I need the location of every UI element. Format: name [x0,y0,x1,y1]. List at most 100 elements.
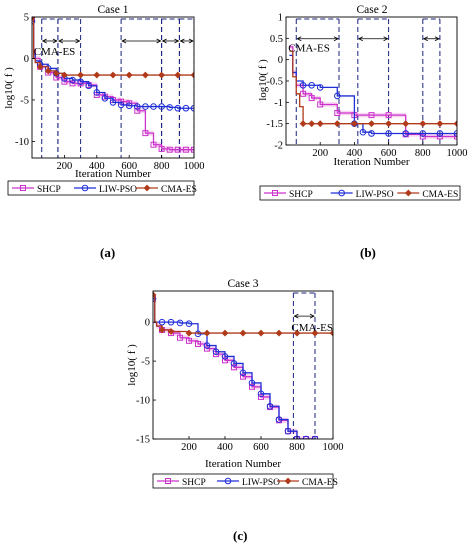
data-point [166,104,173,111]
data-point [167,328,175,335]
data-point [190,71,194,79]
series-line-liw-pso [289,54,457,135]
data-point [257,390,265,398]
data-point [453,130,457,137]
data-point [61,78,68,85]
legend-label: LIW-PSO [242,478,280,488]
data-point [182,146,189,153]
legend-marker [165,478,171,484]
data-point [368,130,375,137]
legend-marker [272,190,278,196]
arrow-head-left [58,38,64,44]
y-tick-label: -2 [274,141,283,152]
data-point [203,342,211,349]
data-point [167,318,175,326]
x-tick-label: 600 [381,148,397,159]
data-point [142,130,149,137]
legend-marker [81,184,89,192]
x-tick-label: 1000 [323,442,344,453]
y-tick-label: 0 [278,55,283,66]
data-point [134,103,141,110]
data-point [109,99,117,106]
y-tick-label: -0.5 [266,77,283,88]
data-point [299,120,307,128]
data-point [93,71,101,79]
data-point [453,120,457,128]
plot-frame [152,290,334,440]
chart-title: Case 1 [98,4,129,16]
data-point [239,329,247,337]
arrow-head-right [52,38,58,44]
legend-label: SHCP [182,478,206,488]
data-point [158,103,165,110]
chart-title: Case 2 [357,4,388,16]
legend-box [7,180,195,196]
arrow-head-right [174,38,180,44]
data-point [300,90,307,97]
data-point [158,326,166,334]
x-tick-label: 200 [312,148,328,159]
data-point [158,71,166,79]
x-tick-label: 400 [89,161,105,172]
data-point [158,318,166,326]
data-point [248,379,256,387]
arrow-head-left [296,36,302,42]
annotation-label: CMA-ES [288,43,330,55]
legend-label: SHCP [37,185,61,195]
data-point [222,357,228,364]
data-point [77,78,84,85]
series-line-liw-pso [32,20,194,109]
plot-frame [31,16,195,159]
x-tick-label: 600 [121,161,137,172]
data-point [299,81,307,89]
y-tick-label: -10 [136,396,150,407]
x-tick-label: 800 [289,442,305,453]
chart-panel-2: 200 400 600 800 1000 1 0.5 0 -0.5 -1 -1.5 -2 CMA-ES C… [257,4,468,260]
data-point [311,435,319,439]
plot-area [289,18,457,145]
data-point [125,71,133,79]
arrow-head-right [383,36,389,42]
x-tick-label: 800 [154,161,170,172]
data-point [158,145,165,152]
legend-box [152,473,334,489]
legend-label: LIW-PSO [356,190,394,200]
chart-panel-1: 200 400 600 800 1000 5 0 -5 -10 CMA-ES Case 1 Itera… [3,4,205,260]
data-point [249,383,255,390]
data-point [402,130,410,137]
data-point [308,95,315,102]
y-tick-label: -15 [136,435,150,446]
data-point [275,329,283,337]
y-tick-label: 5 [24,13,29,24]
data-point [203,329,211,337]
data-point [275,416,283,423]
data-point [44,67,52,75]
data-point [266,402,274,410]
arrow-head-left [422,36,428,42]
data-point [191,146,194,153]
data-point [454,133,457,140]
x-tick-label: 800 [415,148,431,159]
data-point [212,348,220,356]
data-point [333,120,341,128]
data-point [436,130,444,137]
legend-label: CMA-ES [302,478,338,488]
data-point [221,353,229,360]
data-point [368,112,375,119]
arrow-head-left [41,38,47,44]
data-point [240,373,246,380]
data-point [368,120,375,128]
legend-label: LIW-PSO [99,185,137,195]
data-point [185,329,193,337]
y-axis-label: log10( f ) [3,67,15,109]
legend-label: CMA-ES [422,190,458,200]
data-point [195,340,201,347]
legend-label: SHCP [289,190,313,200]
plot-area [153,291,333,439]
panel-label: (b) [360,245,376,260]
x-tick-label: 600 [253,442,269,453]
y-tick-label: -1 [274,98,283,109]
legend-marker [20,185,26,191]
arrow-head-right [333,36,339,42]
x-axis-label: Iteration Number [75,168,151,180]
